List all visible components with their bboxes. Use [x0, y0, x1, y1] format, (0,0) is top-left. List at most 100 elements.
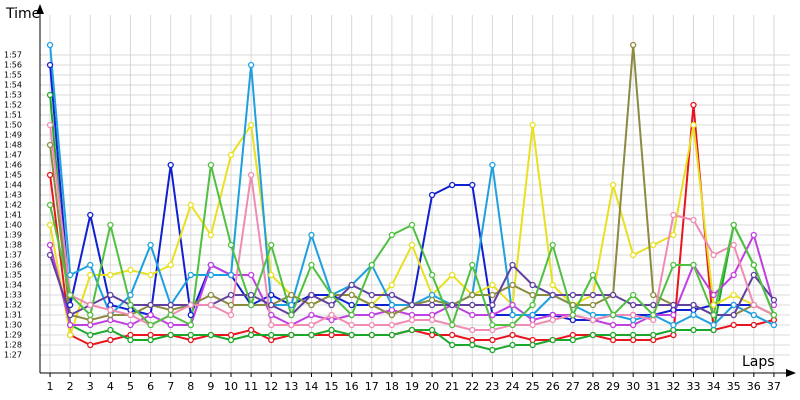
data-point — [509, 331, 516, 339]
data-point — [167, 321, 174, 329]
x-tick-label: 21 — [445, 380, 459, 393]
data-point — [690, 326, 697, 334]
data-point — [107, 291, 114, 299]
data-point — [388, 301, 396, 309]
data-point — [630, 251, 637, 259]
data-point — [207, 261, 215, 269]
data-point — [408, 311, 416, 319]
data-point — [207, 231, 215, 239]
data-point — [268, 331, 275, 339]
data-point — [489, 311, 496, 319]
data-point — [388, 321, 396, 329]
data-point — [46, 91, 54, 99]
x-tick-label: 22 — [465, 380, 479, 393]
data-point — [469, 261, 476, 269]
data-point — [509, 321, 516, 329]
data-point — [46, 171, 54, 179]
data-point — [67, 271, 74, 279]
data-point — [388, 306, 396, 314]
data-point — [730, 291, 737, 299]
data-point — [750, 271, 757, 279]
data-point — [449, 181, 456, 189]
data-point — [46, 241, 54, 249]
data-point — [750, 301, 757, 309]
data-point — [589, 271, 597, 279]
data-point — [690, 311, 697, 319]
y-tick-label: 1:38 — [4, 241, 22, 250]
data-point — [67, 291, 74, 299]
data-point — [428, 316, 436, 324]
data-point — [247, 291, 255, 299]
x-tick-label: 5 — [127, 380, 134, 393]
data-point — [368, 291, 375, 299]
data-point — [348, 281, 355, 289]
data-point — [288, 301, 295, 309]
data-point — [630, 311, 637, 319]
data-point — [630, 291, 637, 299]
data-point — [529, 121, 536, 129]
data-point — [147, 321, 154, 329]
data-point — [187, 301, 194, 309]
x-tick-label: 4 — [107, 380, 114, 393]
data-point — [469, 311, 476, 319]
data-point — [690, 101, 697, 109]
data-point — [107, 271, 114, 279]
data-point — [650, 241, 657, 249]
data-point — [609, 336, 617, 344]
data-point — [268, 301, 275, 309]
x-tick-label: 15 — [325, 380, 339, 393]
data-point — [227, 336, 235, 344]
data-point — [750, 321, 757, 329]
y-tick-label: 1:54 — [4, 81, 22, 90]
data-point — [609, 331, 617, 339]
data-point — [308, 231, 315, 239]
data-point — [469, 326, 476, 334]
y-tick-label: 1:46 — [4, 161, 22, 170]
data-point — [328, 326, 335, 334]
data-point — [408, 316, 416, 324]
data-point — [147, 331, 154, 339]
y-tick-label: 1:51 — [4, 111, 22, 120]
data-point — [227, 301, 235, 309]
data-point — [730, 271, 737, 279]
data-point — [750, 231, 757, 239]
data-point — [569, 301, 576, 309]
data-point — [408, 326, 416, 334]
y-tick-label: 1:33 — [4, 291, 22, 300]
data-point — [247, 301, 255, 309]
data-point — [368, 321, 375, 329]
data-point — [489, 281, 496, 289]
data-point — [670, 321, 677, 329]
data-point — [308, 291, 315, 299]
y-tick-label: 1:55 — [4, 71, 22, 80]
data-point — [167, 301, 174, 309]
x-tick-label: 8 — [187, 380, 194, 393]
y-tick-label: 1:53 — [4, 91, 22, 100]
x-tick-label: 12 — [264, 380, 278, 393]
data-point — [288, 331, 295, 339]
y-tick-label: 1:29 — [4, 331, 22, 340]
y-tick-label: 1:31 — [4, 311, 22, 320]
data-point — [348, 311, 355, 319]
data-point — [650, 311, 657, 319]
data-point — [650, 331, 657, 339]
data-point — [46, 201, 54, 209]
x-tick-label: 23 — [485, 380, 499, 393]
data-point — [247, 171, 255, 179]
y-tick-label: 1:57 — [4, 51, 22, 60]
data-point — [348, 321, 355, 329]
data-point — [207, 301, 215, 309]
data-point — [710, 251, 717, 259]
data-point — [529, 311, 536, 319]
data-point — [609, 311, 617, 319]
data-point — [247, 61, 255, 69]
data-point — [428, 296, 436, 304]
data-point — [770, 321, 778, 329]
x-tick-label: 17 — [365, 380, 379, 393]
x-tick-label: 10 — [224, 380, 238, 393]
x-tick-label: 27 — [566, 380, 580, 393]
data-point — [770, 316, 778, 324]
data-point — [650, 336, 657, 344]
data-point — [690, 261, 697, 269]
x-tick-label: 35 — [727, 380, 741, 393]
